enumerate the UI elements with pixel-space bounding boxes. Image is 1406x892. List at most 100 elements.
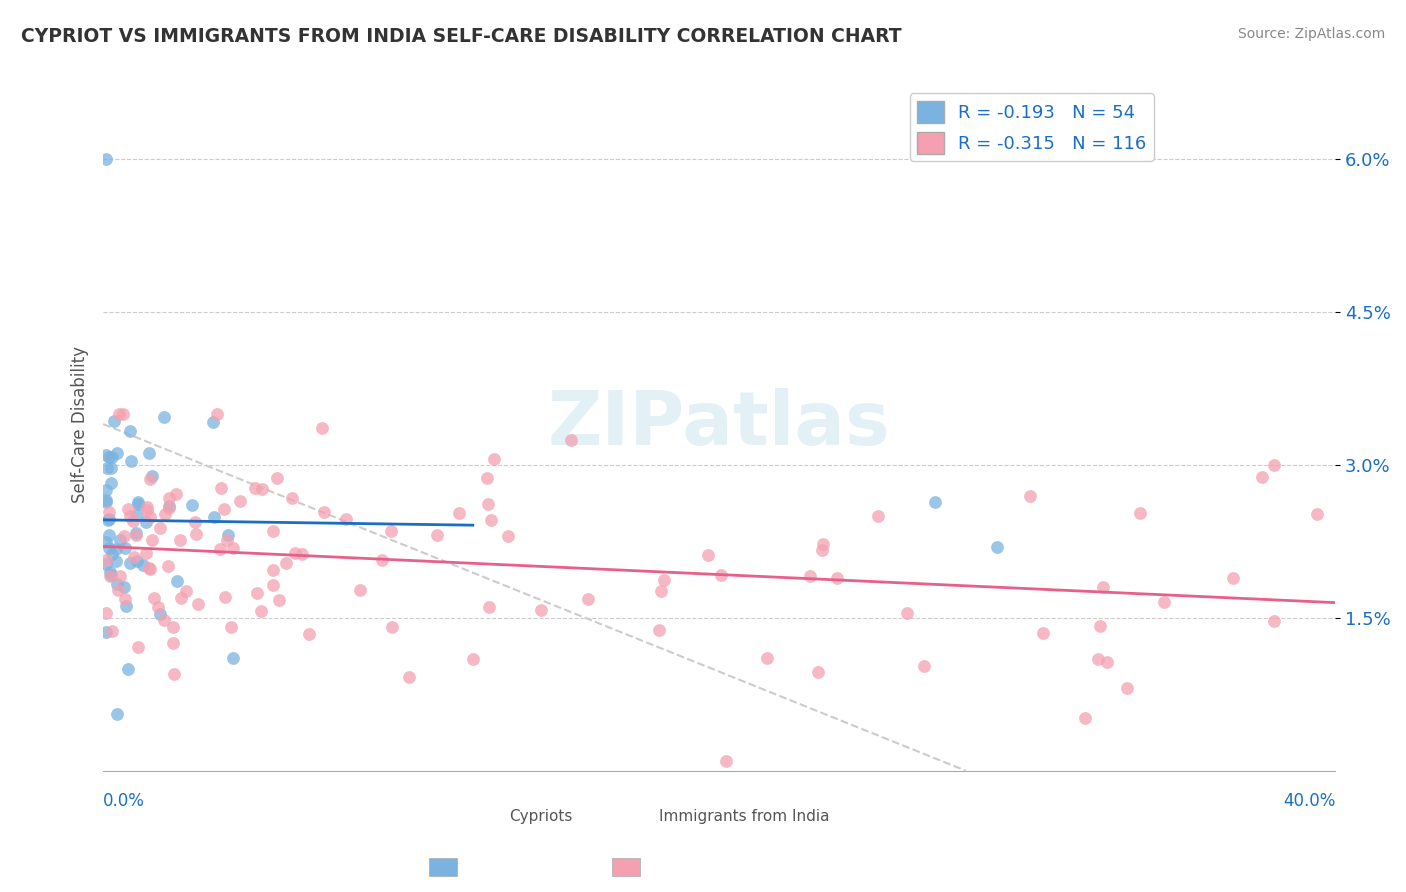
Point xyxy=(100,461,122,475)
Point xyxy=(1018,489,1040,503)
Point xyxy=(496,529,519,543)
Point xyxy=(98,512,121,526)
Text: Source: ZipAtlas.com: Source: ZipAtlas.com xyxy=(1237,27,1385,41)
Point xyxy=(868,509,890,524)
Point xyxy=(138,561,160,575)
Point xyxy=(1087,652,1109,666)
Point xyxy=(896,606,918,620)
Point xyxy=(157,499,180,513)
Point xyxy=(96,534,118,549)
Point xyxy=(811,537,834,551)
Point xyxy=(262,578,284,592)
Point xyxy=(202,415,225,429)
Point xyxy=(108,533,131,548)
Text: ZIPatlas: ZIPatlas xyxy=(548,387,890,460)
Point xyxy=(217,528,239,542)
Point xyxy=(97,450,120,464)
Point xyxy=(96,553,118,567)
Point xyxy=(157,500,180,515)
Point xyxy=(120,454,142,468)
Point xyxy=(139,472,162,486)
Point xyxy=(124,528,146,542)
Point xyxy=(132,558,155,572)
Point xyxy=(98,568,121,582)
Point xyxy=(118,509,141,524)
Point xyxy=(1306,507,1329,521)
Point xyxy=(122,514,145,528)
Point xyxy=(576,592,599,607)
Point xyxy=(105,706,128,721)
Point xyxy=(349,582,371,597)
Legend: R = -0.193   N = 54, R = -0.315   N = 116: R = -0.193 N = 54, R = -0.315 N = 116 xyxy=(910,94,1154,161)
Point xyxy=(716,754,738,768)
Point xyxy=(827,571,849,585)
Point xyxy=(1251,470,1274,484)
Point xyxy=(162,620,184,634)
Point xyxy=(381,620,404,634)
Point xyxy=(97,513,120,527)
Point xyxy=(648,623,671,637)
Point xyxy=(696,548,718,562)
Point xyxy=(112,529,135,543)
Point xyxy=(101,547,124,561)
Point xyxy=(479,512,502,526)
Point xyxy=(135,546,157,560)
Point xyxy=(139,562,162,576)
Point xyxy=(103,414,125,428)
Point xyxy=(219,619,242,633)
Point xyxy=(398,670,420,684)
Point xyxy=(98,566,121,580)
Point xyxy=(141,468,163,483)
Point xyxy=(252,482,274,496)
Point xyxy=(141,533,163,547)
Point xyxy=(912,658,935,673)
Point xyxy=(710,567,733,582)
Point xyxy=(136,503,159,517)
Point xyxy=(924,495,946,509)
Point xyxy=(169,533,191,547)
Point xyxy=(108,569,131,583)
Point xyxy=(108,407,131,421)
Point xyxy=(475,471,498,485)
Point xyxy=(1097,655,1119,669)
Point xyxy=(127,640,149,654)
Point xyxy=(811,542,834,557)
Point xyxy=(755,651,778,665)
Point xyxy=(202,510,225,524)
Point xyxy=(380,524,402,538)
Point xyxy=(180,498,202,512)
Point xyxy=(229,493,252,508)
Point xyxy=(156,559,179,574)
Point xyxy=(650,584,672,599)
Point xyxy=(208,541,231,556)
Point xyxy=(118,424,141,438)
Point xyxy=(114,592,136,607)
Point xyxy=(1032,626,1054,640)
Point xyxy=(100,567,122,582)
Point xyxy=(138,446,160,460)
Point xyxy=(312,505,335,519)
Point xyxy=(807,665,830,679)
Point xyxy=(117,502,139,516)
Point xyxy=(262,524,284,538)
Point xyxy=(246,585,269,599)
Point xyxy=(243,481,266,495)
Point xyxy=(148,599,170,614)
Point xyxy=(1153,595,1175,609)
Point xyxy=(298,626,321,640)
Point xyxy=(335,512,357,526)
Point xyxy=(125,508,148,523)
Point xyxy=(107,583,129,598)
Point xyxy=(478,599,501,614)
Point xyxy=(153,410,176,425)
Point xyxy=(250,605,273,619)
Point xyxy=(262,563,284,577)
Point xyxy=(274,556,297,570)
Point xyxy=(986,540,1008,554)
Point xyxy=(281,491,304,505)
Point xyxy=(221,651,243,665)
Point xyxy=(101,450,124,465)
Point xyxy=(163,667,186,681)
Point xyxy=(98,541,121,555)
Point xyxy=(96,624,118,639)
